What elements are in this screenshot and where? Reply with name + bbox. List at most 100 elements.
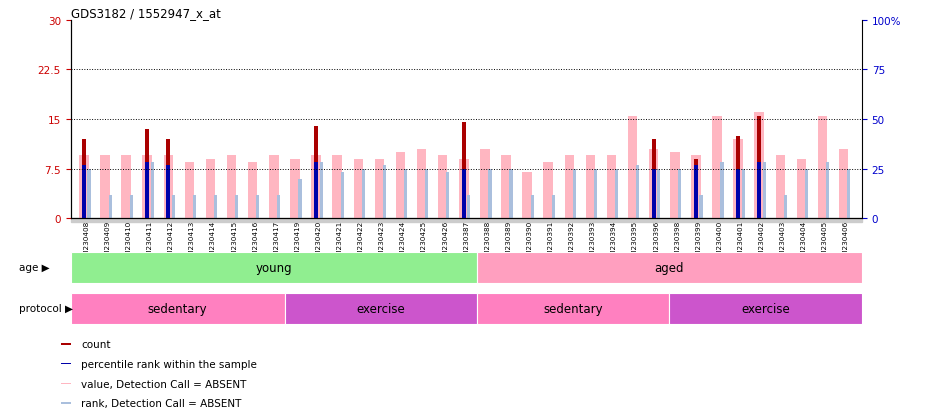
Bar [658, 169, 660, 219]
Bar [593, 169, 597, 219]
Bar [290, 159, 300, 219]
Text: value, Detection Call = ABSENT: value, Detection Call = ABSENT [81, 379, 247, 389]
Bar [71, 252, 477, 283]
Bar [649, 150, 658, 219]
Bar [467, 196, 470, 219]
Bar [480, 150, 490, 219]
Bar [396, 153, 405, 219]
Bar [763, 163, 766, 219]
Bar [694, 166, 698, 219]
Text: exercise: exercise [356, 302, 405, 315]
Bar [784, 196, 787, 219]
Bar [82, 140, 86, 219]
Text: sedentary: sedentary [148, 302, 207, 315]
Text: aged: aged [655, 261, 684, 274]
Text: age ▶: age ▶ [19, 262, 50, 273]
Bar [277, 196, 281, 219]
Bar [319, 163, 323, 219]
Bar [741, 169, 745, 219]
Bar [670, 293, 862, 324]
Bar [757, 163, 761, 219]
Bar [488, 169, 492, 219]
Bar [341, 173, 344, 219]
Bar [375, 159, 384, 219]
Bar [670, 153, 679, 219]
Bar [530, 196, 534, 219]
Bar [552, 196, 555, 219]
Bar [757, 116, 761, 219]
Bar [804, 169, 808, 219]
Bar [333, 156, 342, 219]
Bar [826, 163, 829, 219]
Bar [145, 163, 149, 219]
Text: sedentary: sedentary [544, 302, 603, 315]
Bar [501, 156, 511, 219]
Bar [353, 159, 363, 219]
Bar [755, 113, 764, 219]
Bar [130, 196, 133, 219]
Bar [311, 156, 321, 219]
Bar [145, 130, 149, 219]
Bar [691, 156, 701, 219]
Bar [522, 173, 532, 219]
Bar [142, 156, 152, 219]
Bar [61, 343, 71, 345]
Text: GDS3182 / 1552947_x_at: GDS3182 / 1552947_x_at [71, 7, 220, 19]
Bar [193, 196, 196, 219]
Bar [108, 196, 112, 219]
Bar [248, 163, 257, 219]
Bar [214, 196, 218, 219]
Bar [544, 163, 553, 219]
Bar [79, 156, 89, 219]
Bar [462, 169, 465, 219]
Bar [382, 166, 386, 219]
Bar [607, 156, 616, 219]
Bar [838, 150, 849, 219]
Bar [775, 156, 785, 219]
Bar [694, 159, 698, 219]
Text: percentile rank within the sample: percentile rank within the sample [81, 359, 257, 369]
Bar [236, 196, 238, 219]
Bar [284, 293, 477, 324]
Bar [564, 156, 574, 219]
Bar [636, 166, 640, 219]
Bar [627, 116, 638, 219]
Bar [797, 159, 806, 219]
Text: young: young [255, 261, 292, 274]
Bar [438, 156, 447, 219]
Text: exercise: exercise [741, 302, 790, 315]
Bar [712, 116, 722, 219]
Bar [847, 169, 851, 219]
Bar [362, 169, 365, 219]
Bar [736, 136, 740, 219]
Bar [615, 169, 618, 219]
Bar [510, 169, 512, 219]
Bar [71, 293, 284, 324]
Bar [733, 140, 743, 219]
Bar [299, 179, 301, 219]
Bar [652, 169, 656, 219]
Bar [151, 163, 154, 219]
Bar [586, 156, 595, 219]
Bar [314, 163, 318, 219]
Bar [425, 169, 429, 219]
Bar [71, 219, 862, 222]
Text: count: count [81, 339, 111, 349]
Bar [164, 156, 173, 219]
Bar [171, 196, 175, 219]
Bar [88, 169, 90, 219]
Text: rank, Detection Call = ABSENT: rank, Detection Call = ABSENT [81, 398, 241, 408]
Bar [122, 156, 131, 219]
Bar [416, 150, 427, 219]
Bar [256, 196, 259, 219]
Bar [61, 363, 71, 364]
Bar [61, 402, 71, 404]
Bar [699, 196, 703, 219]
Bar [462, 123, 465, 219]
Bar [61, 382, 71, 384]
Bar [404, 169, 407, 219]
Bar [721, 163, 723, 219]
Bar [167, 166, 171, 219]
Bar [736, 169, 740, 219]
Bar [477, 252, 862, 283]
